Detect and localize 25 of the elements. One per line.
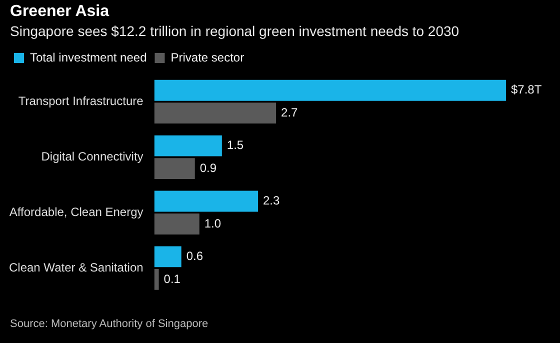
bar [154, 268, 159, 290]
bar [154, 158, 195, 179]
chart-subtitle: Singapore sees $12.2 trillion in regional green investment needs to 2030 [10, 23, 460, 39]
bar [154, 80, 506, 101]
chart-title: Greener Asia [10, 3, 110, 21]
data-label: 1.0 [204, 216, 222, 230]
data-label: $7.8T [510, 82, 542, 97]
data-label: 0.1 [164, 272, 181, 286]
bar [154, 102, 276, 124]
legend-label: Private sector [170, 50, 244, 64]
data-label: 0.6 [186, 249, 204, 264]
bar [154, 214, 200, 234]
data-label: 1.5 [226, 138, 244, 152]
bar [154, 135, 222, 156]
legend-label: Total investment need [30, 50, 147, 64]
source-note: Source: Monetary Authority of Singapore [10, 318, 208, 330]
bar [154, 246, 182, 268]
bar [154, 190, 258, 212]
y-tick-label: Clean Water & Sanitation [8, 260, 144, 274]
y-tick-label: Affordable, Clean Energy [9, 204, 144, 219]
y-tick-label: Transport Infrastructure [18, 94, 144, 108]
data-label: 2.7 [281, 105, 298, 120]
data-label: 2.3 [262, 194, 280, 208]
y-tick-label: Digital Connectivity [41, 149, 144, 164]
data-label: 0.9 [200, 160, 217, 175]
